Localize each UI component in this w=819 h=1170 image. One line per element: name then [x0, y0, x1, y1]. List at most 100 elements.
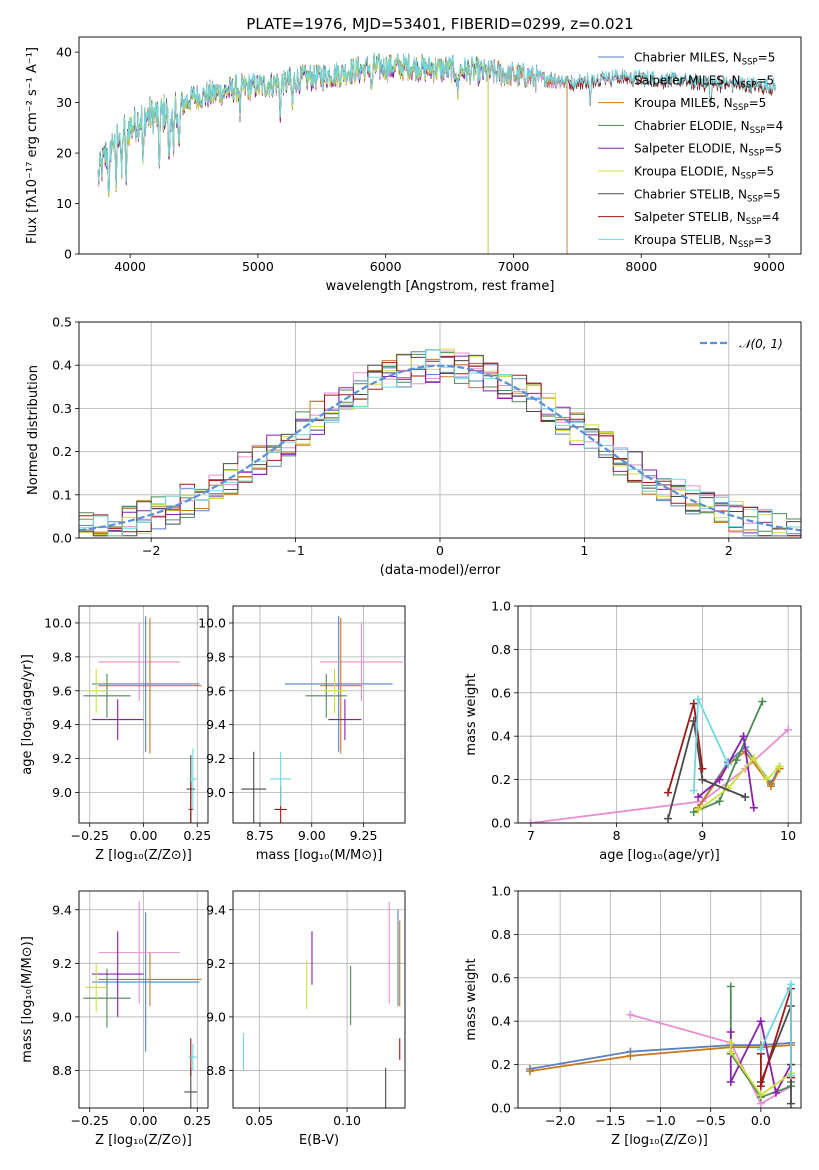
errorbar-point: [91, 912, 200, 1052]
errorbar-point: [85, 668, 107, 713]
mass-vs-ebv-points: [242, 901, 401, 1108]
weight-vs-Z-ytick-label: 0.2: [491, 1057, 511, 1072]
age-vs-Z-xtick-label: −0.25: [71, 828, 109, 843]
spectrum-xtick-label: 4000: [114, 259, 146, 274]
spectrum-series: [97, 52, 776, 254]
weight-line-kroupa-elodie: [729, 1042, 792, 1097]
spectrum-legend: Chabrier MILES, NSSP=5 Salpeter MILES, NS…: [598, 51, 783, 250]
spectrum-ytick-label: 20: [56, 146, 72, 161]
residuals-xtick-label: −2: [142, 543, 160, 558]
errorbar-point: [241, 751, 267, 823]
errorbar-point: [85, 963, 107, 1012]
weight-vs-Z-ytick-label: 0.6: [491, 970, 511, 985]
weight-marker: [726, 1028, 735, 1037]
weight-marker: [762, 775, 771, 784]
age-vs-Z-ytick-label: 9.0: [52, 785, 72, 800]
weight-marker: [694, 792, 703, 801]
weight-vs-age-ytick-label: 1.0: [491, 599, 511, 614]
mass-vs-ebv-axes: 0.05 0.10 8.8 9.0 9.2 9.4: [206, 891, 405, 1128]
weight-vs-age-xlabel: age [log₁₀(age/yr)]: [599, 848, 720, 863]
errorbar-point: [83, 673, 131, 718]
weight-marker: [775, 762, 784, 771]
mass-vs-ebv-ytick-label: 8.8: [206, 1063, 226, 1078]
normal-legend-label: 𝒩(0, 1): [739, 337, 783, 351]
residuals-ytick-label: 0.3: [52, 401, 72, 416]
errorbar-point: [322, 668, 347, 713]
age-vs-Z-points: [83, 616, 202, 823]
errorbar-point: [328, 699, 362, 740]
weight-marker: [766, 782, 775, 791]
errorbar-point: [98, 952, 202, 1007]
spectrum-line-salpeter-miles: [97, 55, 568, 254]
weight-marker: [749, 803, 758, 812]
age-vs-Z-xlabel: Z [log₁₀(Z/Z⊙)]: [95, 848, 192, 863]
mass-vs-Z-xtick-label: 0.25: [183, 1113, 211, 1128]
age-vs-Z-ytick-label: 9.8: [52, 649, 72, 664]
weight-vs-age-ytick-label: 0.0: [491, 816, 511, 831]
weight-marker: [756, 1082, 765, 1091]
residuals-ytick-label: 0.1: [52, 487, 72, 502]
spectrum-ytick-label: 0: [64, 247, 72, 262]
legend-label: Salpeter ELODIE, NSSP=5: [634, 142, 782, 159]
weight-line-salpeter-miles: [530, 729, 789, 823]
errorbar-point: [98, 617, 202, 754]
errorbar-point: [305, 673, 347, 718]
age-vs-mass-ytick-label: 9.4: [206, 717, 226, 732]
weight-marker: [732, 756, 741, 765]
age-vs-mass-xtick-label: 9.00: [298, 828, 326, 843]
mass-vs-Z-points: [83, 901, 202, 1108]
legend-label: Chabrier MILES, NSSP=5: [634, 51, 775, 68]
weight-vs-Z-ytick-label: 1.0: [491, 884, 511, 899]
mass-vs-Z-ytick-label: 9.4: [52, 902, 72, 917]
spectrum-xtick-label: 8000: [625, 259, 657, 274]
residuals-ylabel: Normed distribution: [26, 365, 41, 495]
weight-vs-age-series: [526, 695, 793, 823]
weight-marker: [698, 764, 707, 773]
legend-label: Kroupa ELODIE, NSSP=5: [634, 165, 774, 182]
residuals-histograms: [79, 348, 801, 537]
age-vs-mass-xlabel: mass [log₁₀(M/M⊙)]: [256, 848, 383, 863]
weight-marker: [784, 725, 793, 734]
weight-line-kroupa-stelib: [760, 983, 792, 1076]
spectrum-xlabel: wavelength [Angstrom, rest frame]: [326, 279, 555, 294]
legend-label: Chabrier STELIB, NSSP=5: [634, 187, 781, 204]
residuals-xlabel: (data-model)/error: [380, 563, 501, 578]
weight-vs-age-ytick-label: 0.4: [491, 729, 511, 744]
weight-marker: [626, 1051, 635, 1060]
spectrum-ytick-label: 40: [56, 45, 72, 60]
errorbar-point: [98, 622, 181, 701]
mass-vs-Z-ytick-label: 9.0: [52, 1009, 72, 1024]
age-vs-Z-xtick-label: 0.25: [183, 828, 211, 843]
residuals-xtick-label: 2: [725, 543, 733, 558]
age-vs-mass-axes: 8.75 9.00 9.25 9.0 9.2 9.4 9.6 9.8 10.0: [198, 606, 405, 843]
residuals-xtick-label: −1: [286, 543, 304, 558]
spectrum-ytick-label: 10: [56, 196, 72, 211]
age-vs-mass-ytick-label: 9.2: [206, 751, 226, 766]
spectrum-xtick-label: 6000: [370, 259, 402, 274]
mass-vs-ebv-ytick-label: 9.4: [206, 902, 226, 917]
age-vs-mass-xtick-label: 9.25: [350, 828, 378, 843]
legend-label: Salpeter MILES, NSSP=5: [634, 73, 774, 90]
weight-vs-age-xtick-label: 9: [698, 828, 706, 843]
spectrum-line-kroupa-miles: [97, 55, 568, 254]
age-vs-mass-points: [241, 616, 403, 823]
mass-vs-ebv-ytick-label: 9.0: [206, 1009, 226, 1024]
mass-vs-ebv-xtick-label: 0.10: [333, 1113, 361, 1128]
residuals-xtick-label: 1: [580, 543, 588, 558]
errorbar-point: [320, 617, 362, 754]
weight-marker: [739, 732, 748, 741]
spectrum-xtick-label: 9000: [753, 259, 785, 274]
weight-vs-Z-xtick-label: 0.0: [751, 1113, 771, 1128]
weight-marker: [726, 982, 735, 991]
errorbar-point: [188, 748, 198, 810]
weight-marker: [526, 1067, 535, 1076]
weight-vs-Z-xlabel: Z [log₁₀(Z/Z⊙)]: [611, 1133, 708, 1148]
weight-marker: [689, 699, 698, 708]
residuals-ytick-label: 0.5: [52, 315, 72, 330]
weight-marker: [664, 788, 673, 797]
residuals-frame: [78, 321, 802, 539]
mass-vs-Z-xlabel: Z [log₁₀(Z/Z⊙)]: [95, 1133, 192, 1148]
spectrum-axes: 4000 5000 6000 7000 8000 9000 0 10 20 30 40 Chabrie…: [56, 45, 785, 274]
residuals-ytick-label: 0.0: [52, 531, 72, 546]
